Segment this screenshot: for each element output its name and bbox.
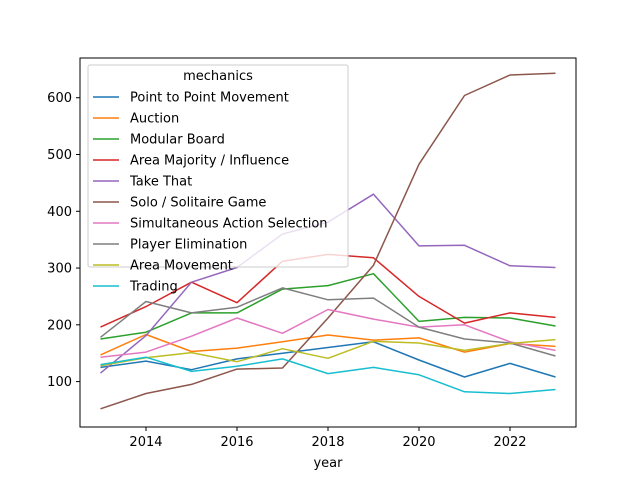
series-line-auction bbox=[100, 333, 556, 356]
legend-label-solo-solitaire-game: Solo / Solitaire Game bbox=[130, 196, 266, 211]
y-tick-label: 500 bbox=[47, 148, 72, 163]
legend-box bbox=[87, 64, 349, 268]
y-tick-label: 300 bbox=[47, 262, 72, 277]
series-line-modular-board bbox=[100, 272, 556, 340]
legend-label-trading: Trading bbox=[129, 280, 178, 295]
legend-label-player-elimination: Player Elimination bbox=[130, 238, 247, 253]
series-line-trading bbox=[100, 356, 556, 395]
y-tick-label: 400 bbox=[47, 205, 72, 220]
y-tick-label: 200 bbox=[47, 318, 72, 333]
x-tick-label: 2022 bbox=[493, 435, 526, 450]
x-tick-label: 2014 bbox=[129, 435, 162, 450]
series-line-player-elimination bbox=[100, 287, 556, 357]
y-axis: 100 200 300 400 500 600 bbox=[47, 91, 80, 390]
x-tick-label: 2020 bbox=[402, 435, 435, 450]
series-line-simultaneous-action-selection bbox=[100, 308, 556, 358]
legend-label-area-movement: Area Movement bbox=[130, 259, 233, 274]
legend-label-take-that: Take That bbox=[129, 175, 192, 190]
legend-label-auction: Auction bbox=[130, 112, 179, 127]
x-tick-label: 2018 bbox=[311, 435, 344, 450]
legend-entries: Point to Point Movement Auction Modular Bo… bbox=[93, 91, 328, 295]
legend: mechanics Point to Point Movement Auction… bbox=[87, 64, 349, 295]
x-axis: 2014 2016 2018 2020 2022 bbox=[129, 427, 527, 450]
x-axis-label: year bbox=[313, 456, 343, 471]
series-line-solo-solitaire-game bbox=[100, 72, 556, 410]
legend-label-modular-board: Modular Board bbox=[130, 133, 225, 148]
y-tick-label: 600 bbox=[47, 91, 72, 106]
legend-label-simultaneous-action-selection: Simultaneous Action Selection bbox=[130, 217, 328, 232]
legend-title: mechanics bbox=[183, 69, 253, 84]
legend-label-point-to-point-movement: Point to Point Movement bbox=[130, 91, 289, 106]
series-line-area-movement bbox=[100, 338, 556, 367]
series-layer bbox=[100, 72, 556, 410]
legend-label-area-majority-influence: Area Majority / Influence bbox=[130, 154, 289, 169]
x-tick-label: 2016 bbox=[220, 435, 253, 450]
y-tick-label: 100 bbox=[47, 375, 72, 390]
